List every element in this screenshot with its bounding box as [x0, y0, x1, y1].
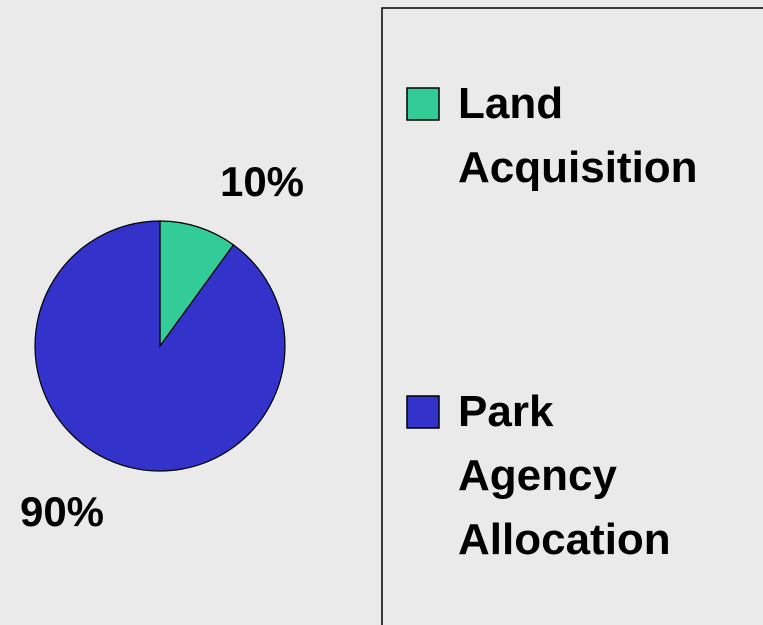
legend-box	[381, 7, 763, 625]
pie-slice	[159, 220, 235, 348]
data-label: 90%	[20, 488, 104, 535]
data-label: 10%	[220, 158, 304, 205]
legend-label: Land Acquisition	[458, 79, 698, 192]
pie-slice	[34, 220, 286, 472]
legend-label: Park Agency Allocation	[458, 387, 671, 564]
legend-swatch	[406, 395, 440, 429]
legend-swatch	[406, 87, 440, 121]
